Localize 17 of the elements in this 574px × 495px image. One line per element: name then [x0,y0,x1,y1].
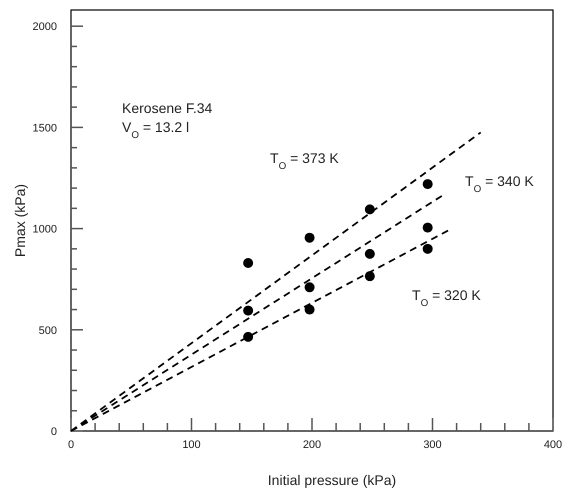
x-axis-title: Initial pressure (kPa) [268,472,396,488]
y-tick-label: 0 [50,426,57,438]
y-tick-label: 1500 [32,122,57,134]
y-tick-label: 500 [38,324,57,337]
annotation: T$_{O}$ = 373 K [270,150,340,172]
annotation: T$_{O}$ = 340 K [465,173,534,194]
x-tick-label: 0 [68,439,74,451]
y-tick-label: 1000 [32,224,57,236]
annotation: V$_{O}$ = 13.2 l [122,119,190,140]
annotation: T$_{O}$ = 320 K [412,287,482,308]
y-axis-title: Pmax (kPa) [12,184,28,258]
annotation: Kerosene F.34 [122,100,212,116]
x-tick-label: 400 [544,439,562,451]
x-tick-label: 100 [182,439,201,451]
y-tick-label: 2000 [32,21,57,34]
x-tick-label: 200 [302,439,322,451]
x-tick-label: 300 [423,439,442,451]
